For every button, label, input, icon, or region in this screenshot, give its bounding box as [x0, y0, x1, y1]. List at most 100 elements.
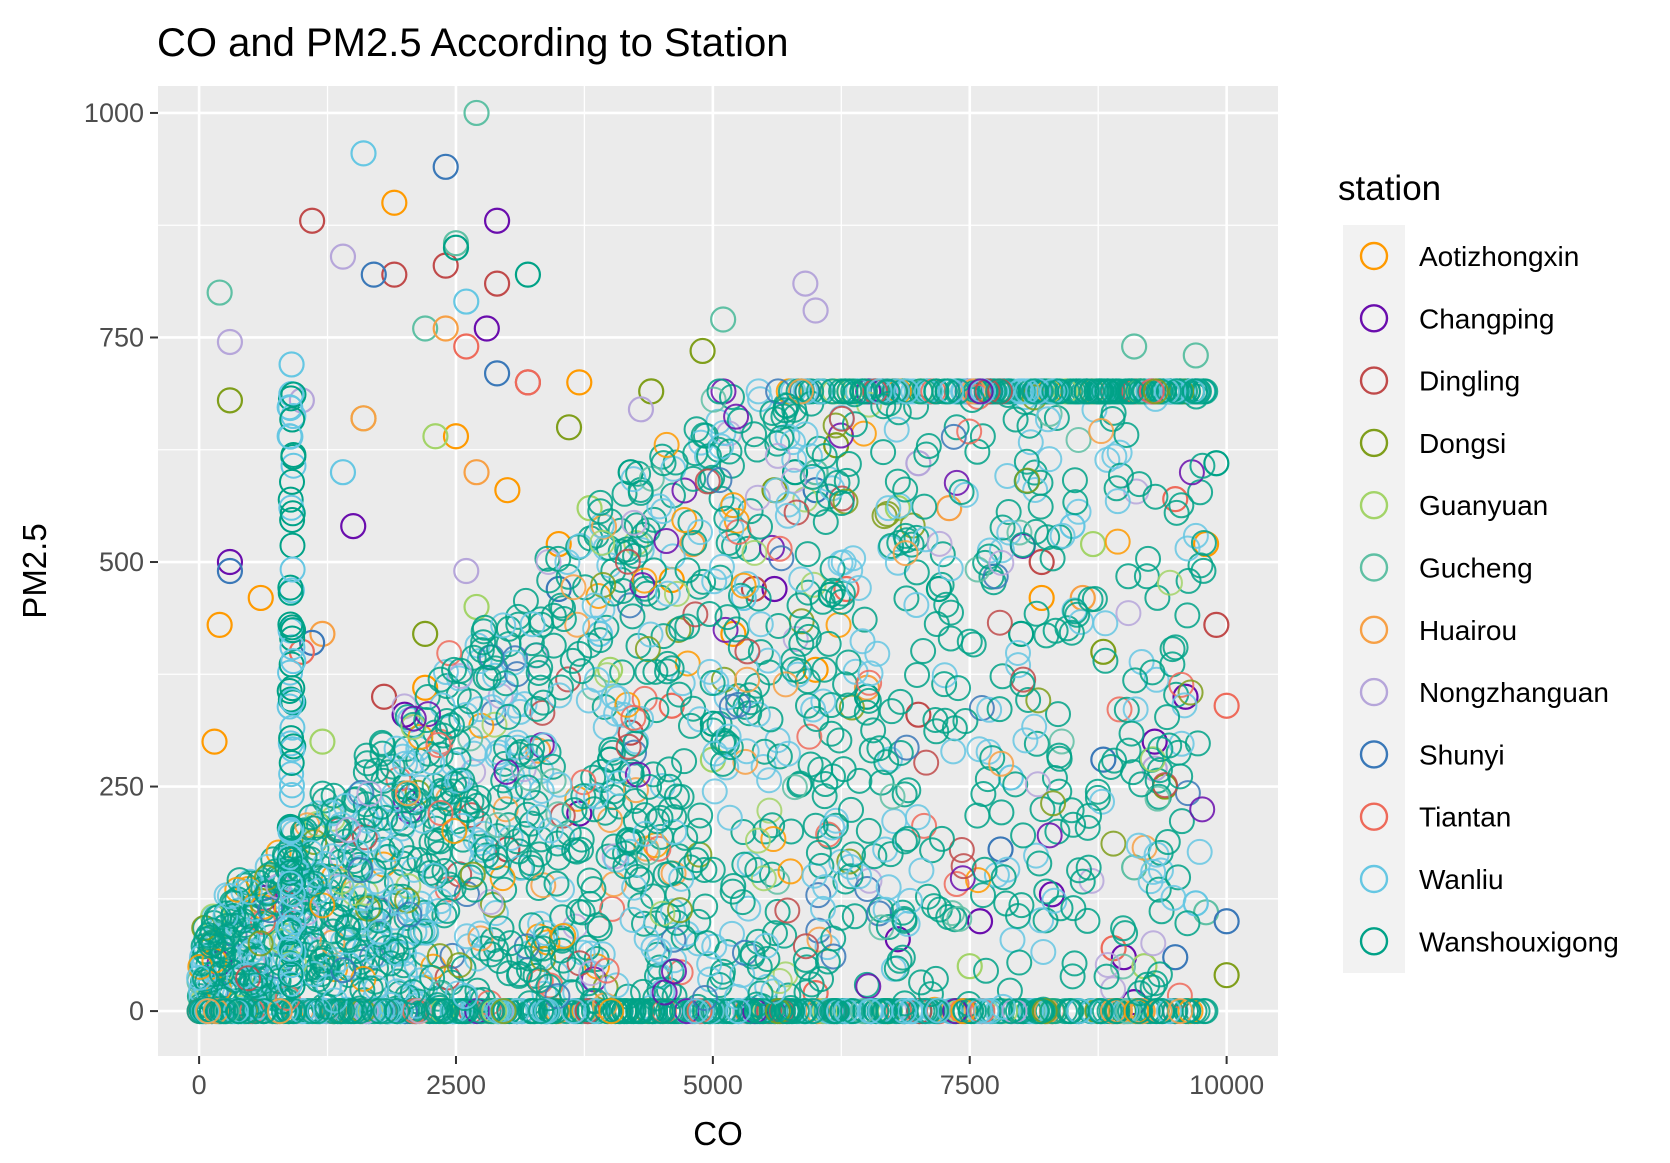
- cloud-circle: [1126, 980, 1153, 1007]
- cloud-circle: [400, 713, 427, 740]
- cloud-circle: [1167, 998, 1194, 1025]
- x-tick-label: 0: [192, 1070, 207, 1100]
- cloud-circle: [777, 995, 804, 1022]
- legend-key: [1359, 366, 1389, 395]
- cloud-circle: [519, 998, 546, 1025]
- cloud-circle: [493, 734, 520, 761]
- cloud-circle: [620, 704, 647, 731]
- cloud-circle: [903, 592, 930, 619]
- cloud-circle: [1007, 378, 1034, 405]
- cloud-circle: [484, 812, 511, 839]
- cloud-circle: [277, 686, 304, 713]
- data-point: [206, 611, 233, 638]
- legend-label: Dingling: [1419, 366, 1520, 397]
- cloud-circle: [308, 961, 335, 988]
- cloud-circle: [764, 442, 791, 469]
- cloud-circle: [640, 761, 667, 788]
- cloud-circle: [809, 895, 836, 922]
- cloud-circle: [929, 541, 956, 568]
- data-point: [555, 414, 583, 441]
- cloud-circle: [721, 532, 748, 559]
- cloud-circle: [621, 509, 648, 536]
- cloud-circle: [1174, 780, 1201, 807]
- cloud-circle: [535, 739, 562, 766]
- data-point: [216, 548, 244, 576]
- cloud-circle: [631, 567, 658, 594]
- cloud-circle: [788, 566, 815, 593]
- cloud-circle: [1168, 671, 1195, 698]
- cloud-circle: [581, 592, 608, 619]
- cloud-circle: [565, 898, 592, 925]
- cloud-circle: [279, 556, 306, 583]
- cloud-circle: [320, 998, 347, 1025]
- cloud-circle: [527, 674, 554, 701]
- cloud-circle: [599, 739, 626, 766]
- cloud-circle: [650, 623, 677, 650]
- cloud-circle: [235, 965, 262, 992]
- legend-label: Wanliu: [1419, 864, 1504, 895]
- cloud-circle: [1023, 600, 1050, 627]
- cloud-circle: [564, 611, 591, 638]
- cloud-circle: [700, 386, 727, 413]
- cloud-circle: [696, 951, 723, 978]
- cloud-circle: [891, 907, 918, 934]
- cloud-circle: [1045, 701, 1072, 728]
- cloud-circle: [470, 820, 497, 847]
- cloud-circle: [278, 772, 305, 799]
- cloud-circle: [1143, 666, 1170, 693]
- cloud-circle: [708, 433, 735, 460]
- cloud-circle: [615, 539, 642, 566]
- cloud-circle: [884, 468, 911, 495]
- cloud-circle: [937, 599, 964, 626]
- cloud-circle: [308, 947, 335, 974]
- cloud-circle: [457, 725, 484, 752]
- cloud-circle: [660, 958, 687, 985]
- data-point: [987, 836, 1014, 863]
- cloud-circle: [398, 750, 425, 777]
- legend-title: station: [1338, 169, 1441, 208]
- cloud-circle: [546, 682, 573, 709]
- cloud-circle: [685, 908, 712, 935]
- cloud-circle: [1159, 636, 1186, 663]
- cloud-circle: [854, 875, 881, 902]
- cloud-circle: [732, 748, 759, 775]
- cloud-circle: [1030, 938, 1057, 965]
- cloud-circle: [892, 476, 919, 503]
- cloud-circle: [1113, 421, 1140, 448]
- cloud-circle: [279, 714, 306, 741]
- data-point: [329, 459, 357, 486]
- cloud-circle: [680, 465, 707, 492]
- cloud-circle: [645, 835, 672, 862]
- cloud-circle: [1127, 378, 1154, 405]
- data-point: [216, 557, 244, 585]
- cloud-circle: [1040, 790, 1067, 817]
- data-point: [761, 575, 788, 603]
- cloud-circle: [1104, 488, 1131, 515]
- cloud-circle: [799, 463, 826, 490]
- cloud-circle: [989, 514, 1016, 541]
- cloud-circle: [574, 934, 601, 961]
- cloud-circle: [620, 998, 647, 1025]
- cloud-circle: [587, 498, 614, 525]
- cloud-circle: [445, 998, 472, 1025]
- cloud-circle: [279, 500, 306, 527]
- legend-key: [1359, 927, 1389, 956]
- cloud-circle: [788, 378, 815, 405]
- cloud-circle: [1097, 753, 1124, 780]
- cloud-circle: [1005, 903, 1032, 930]
- legend-items: Aotizhongxin Changping Dingling Dongsi Guany…: [1359, 241, 1619, 957]
- cloud-circle: [1004, 639, 1031, 666]
- cloud-circle: [994, 462, 1021, 489]
- cloud-circle: [276, 677, 303, 704]
- cloud-circle: [1137, 868, 1164, 895]
- cloud-circle: [570, 783, 597, 810]
- cloud-circle: [1022, 518, 1049, 545]
- data-point: [216, 328, 244, 356]
- cloud-circle: [544, 983, 571, 1010]
- cloud-circle: [974, 766, 1001, 793]
- cloud-circle: [277, 870, 304, 897]
- legend-key: [1359, 241, 1389, 271]
- cloud-circle: [535, 548, 562, 575]
- cloud-circle: [780, 656, 807, 683]
- cloud-circle: [279, 468, 306, 495]
